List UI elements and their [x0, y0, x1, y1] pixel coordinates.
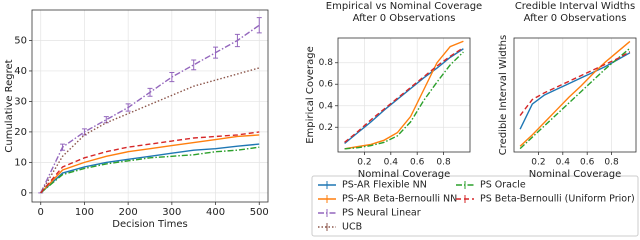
x-tick-label: 0: [38, 207, 44, 218]
x-tick-label: 200: [119, 207, 138, 218]
legend-box: [311, 175, 639, 237]
error-bar: [103, 116, 109, 124]
x-axis-label: Decision Times: [112, 219, 187, 230]
plot-frame: [31, 9, 269, 203]
y-tick-label: 0.4: [319, 101, 334, 111]
series-line: [40, 67, 260, 194]
legend-label: PS Neural Linear: [342, 208, 421, 219]
x-tick-label: 0.4: [556, 158, 571, 168]
y-tick-label: 20: [14, 127, 27, 138]
x-tick-label: 0.2: [357, 158, 371, 168]
y-tick-label: 30: [14, 96, 27, 107]
x-tick-label: 0.6: [580, 158, 595, 168]
y-tick-label: 0.6: [319, 80, 334, 90]
x-tick-label: 500: [250, 207, 269, 218]
error-bar: [147, 87, 153, 97]
x-tick-label: 300: [162, 207, 181, 218]
series-line: [40, 24, 260, 194]
legend-label: PS-AR Beta-Bernoulli NN: [342, 194, 457, 205]
y-axis-label: Cumulative Regret: [4, 59, 15, 152]
series-line: [344, 47, 464, 143]
y-tick-label: 0: [21, 188, 27, 199]
error-bar: [213, 46, 219, 59]
error-bar: [81, 128, 87, 136]
legend-label: PS Beta-Bernoulli (Uniform Prior): [480, 194, 635, 205]
series-line: [519, 52, 631, 130]
y-axis-label: Empirical Coverage: [305, 46, 316, 144]
legend-label: PS Oracle: [480, 180, 526, 191]
y-tick-label: 10: [14, 157, 27, 168]
chart-subtitle: After 0 Observations: [524, 13, 627, 24]
series-line: [344, 40, 464, 150]
error-bar: [191, 59, 197, 71]
series-line: [519, 40, 631, 147]
y-axis-label: Credible Interval Widths: [498, 35, 509, 155]
x-tick-label: 0.2: [531, 158, 545, 168]
legend-label: UCB: [342, 222, 362, 233]
series-line: [40, 131, 260, 194]
series-line: [40, 134, 260, 194]
plot-frame: [513, 37, 637, 153]
x-tick-label: 0.6: [410, 158, 425, 168]
chart-subtitle: After 0 Observations: [353, 13, 456, 24]
plot-frame: [337, 37, 471, 153]
series-line: [344, 48, 464, 144]
error-bar: [125, 103, 131, 112]
y-tick-label: 0.8: [319, 58, 334, 68]
x-tick-label: 0.8: [436, 158, 451, 168]
x-tick-label: 0.8: [604, 158, 619, 168]
series-line: [519, 47, 631, 150]
series-line: [344, 51, 464, 150]
series-line: [40, 146, 260, 194]
x-tick-label: 400: [206, 207, 225, 218]
error-bar: [234, 33, 240, 48]
error-bar: [256, 17, 262, 34]
x-axis-label: Nominal Coverage: [529, 169, 621, 180]
x-tick-label: 100: [75, 207, 94, 218]
series-line: [519, 51, 631, 116]
legend-label: PS-AR Flexible NN: [342, 180, 427, 191]
chart-title: Empirical vs Nominal Coverage: [326, 1, 482, 12]
y-tick-label: 50: [14, 35, 27, 46]
chart-title: Credible Interval Widths: [515, 1, 635, 12]
x-tick-label: 0.4: [384, 158, 399, 168]
x-axis-label: Nominal Coverage: [358, 169, 450, 180]
y-tick-label: 40: [14, 66, 27, 77]
error-bar: [60, 143, 66, 151]
series-line: [40, 143, 260, 194]
y-tick-label: 0.2: [319, 123, 333, 133]
error-bar: [169, 71, 175, 83]
